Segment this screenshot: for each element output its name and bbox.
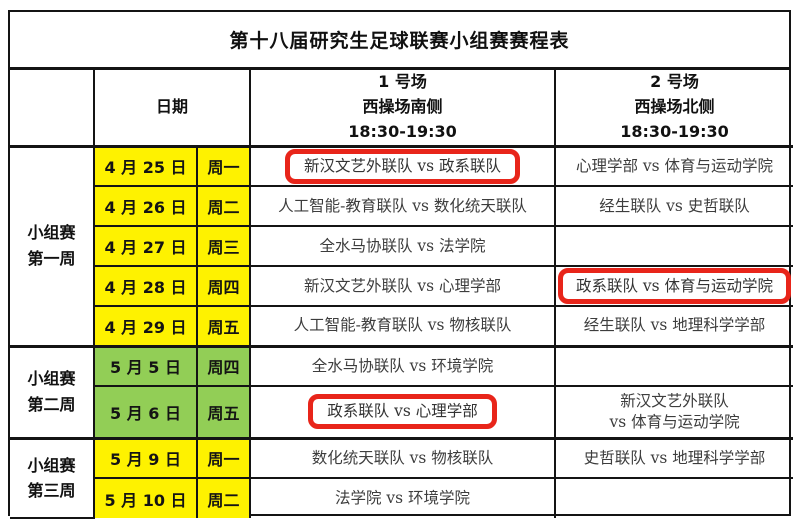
match-cell-field1: 新汉文艺外联队 vs 心理学部 bbox=[249, 265, 557, 307]
match-cell-field1: 全水马协联队 vs 法学院 bbox=[249, 225, 557, 267]
match-text: 经生联队 vs 地理科学学部 bbox=[583, 316, 766, 335]
date-cell: 4 月 26 日 bbox=[94, 185, 198, 227]
match-text: 新汉文艺外联队 vs 体育与运动学院 bbox=[609, 391, 740, 431]
date-cell: 4 月 27 日 bbox=[94, 225, 198, 267]
date-cell: 5 月 5 日 bbox=[93, 344, 198, 387]
weekday-cell: 周三 bbox=[195, 225, 252, 267]
column-header-field1: 1 号场 西操场南侧 18:30-19:30 bbox=[249, 70, 557, 148]
match-text: 政系联队 vs 心理学部 bbox=[308, 394, 497, 430]
match-cell-field1: 全水马协联队 vs 环境学院 bbox=[249, 344, 557, 387]
match-cell-field2: 心理学部 vs 体育与运动学院 bbox=[554, 145, 794, 187]
date-cell: 4 月 28 日 bbox=[94, 265, 198, 307]
schedule-table: 日期 1 号场 西操场南侧 18:30-19:30 2 号场 西操场北侧 18:… bbox=[10, 70, 794, 519]
table-row: 4 月 28 日 周四 新汉文艺外联队 vs 心理学部 政系联队 vs 体育与运… bbox=[10, 265, 794, 307]
week-label-2: 小组赛 第二周 bbox=[10, 344, 95, 439]
match-cell-field2: 史哲联队 vs 地理科学学部 bbox=[554, 436, 794, 479]
schedule-sheet: 第十八届研究生足球联赛小组赛赛程表 日期 1 号场 西操场南侧 18:30-19… bbox=[8, 10, 794, 519]
match-cell-field2 bbox=[554, 225, 794, 267]
match-text: 史哲联队 vs 地理科学学部 bbox=[583, 448, 766, 467]
weekday-cell: 周五 bbox=[195, 385, 252, 439]
match-text: 人工智能-教育联队 vs 物核联队 bbox=[293, 316, 512, 335]
match-cell-field2 bbox=[554, 477, 794, 518]
match-cell-field2: 新汉文艺外联队 vs 体育与运动学院 bbox=[554, 385, 794, 439]
match-cell-field1: 人工智能-教育联队 vs 物核联队 bbox=[249, 305, 557, 347]
table-row: 5 月 10 日 周二 法学院 vs 环境学院 bbox=[10, 477, 794, 518]
date-cell: 5 月 6 日 bbox=[94, 385, 198, 439]
match-text: 数化统天联队 vs 物核联队 bbox=[311, 448, 494, 467]
table-row: 小组赛 第二周 5 月 5 日 周四 全水马协联队 vs 环境学院 bbox=[10, 344, 794, 439]
match-cell-field1: 政系联队 vs 心理学部 bbox=[249, 385, 557, 439]
table-row: 4 月 26 日 周二 人工智能-教育联队 vs 数化统天联队 经生联队 vs … bbox=[10, 185, 794, 227]
match-cell-field1: 新汉文艺外联队 vs 政系联队 bbox=[249, 145, 557, 187]
week-label-3: 小组赛 第三周 bbox=[10, 436, 95, 519]
match-cell-field2 bbox=[554, 344, 794, 387]
match-cell-field1: 法学院 vs 环境学院 bbox=[249, 477, 557, 518]
column-header-date: 日期 bbox=[92, 70, 252, 148]
table-row: 4 月 27 日 周三 全水马协联队 vs 法学院 bbox=[10, 225, 794, 267]
weekday-cell: 周二 bbox=[195, 477, 252, 518]
match-text: 政系联队 vs 体育与运动学院 bbox=[558, 268, 792, 304]
match-text: 全水马协联队 vs 法学院 bbox=[319, 236, 486, 255]
match-cell-field2: 经生联队 vs 史哲联队 bbox=[554, 185, 794, 227]
date-cell: 5 月 9 日 bbox=[93, 436, 198, 479]
weekday-cell: 周一 bbox=[195, 436, 252, 479]
page-title: 第十八届研究生足球联赛小组赛赛程表 bbox=[10, 12, 789, 70]
header-row: 日期 1 号场 西操场南侧 18:30-19:30 2 号场 西操场北侧 18:… bbox=[10, 70, 794, 148]
table-row: 小组赛 第一周 4 月 25 日 周一 新汉文艺外联队 vs 政系联队 心理学部… bbox=[10, 145, 794, 347]
column-header-field2: 2 号场 西操场北侧 18:30-19:30 bbox=[554, 70, 794, 148]
match-text: 法学院 vs 环境学院 bbox=[334, 489, 471, 508]
date-cell: 5 月 10 日 bbox=[94, 477, 198, 518]
table-row: 5 月 6 日 周五 政系联队 vs 心理学部 新汉文艺外联队 vs 体育与运动… bbox=[10, 385, 794, 439]
weekday-cell: 周五 bbox=[195, 305, 252, 347]
match-text: 心理学部 vs 体育与运动学院 bbox=[575, 156, 774, 175]
table-row: 小组赛 第三周 5 月 9 日 周一 数化统天联队 vs 物核联队 史哲联队 v… bbox=[10, 436, 794, 519]
weekday-cell: 周四 bbox=[195, 265, 252, 307]
match-cell-field1: 人工智能-教育联队 vs 数化统天联队 bbox=[249, 185, 557, 227]
weekday-cell: 周二 bbox=[195, 185, 252, 227]
match-cell-field2: 经生联队 vs 地理科学学部 bbox=[554, 305, 794, 347]
match-cell-field2: 政系联队 vs 体育与运动学院 bbox=[554, 265, 794, 307]
match-text: 经生联队 vs 史哲联队 bbox=[599, 196, 750, 215]
match-text: 新汉文艺外联队 vs 心理学部 bbox=[303, 276, 502, 295]
week-label-1: 小组赛 第一周 bbox=[10, 145, 95, 347]
match-cell-field1: 数化统天联队 vs 物核联队 bbox=[249, 436, 557, 479]
date-cell: 4 月 25 日 bbox=[93, 145, 198, 187]
header-week-cell bbox=[10, 70, 95, 148]
date-cell: 4 月 29 日 bbox=[94, 305, 198, 347]
table-row: 4 月 29 日 周五 人工智能-教育联队 vs 物核联队 经生联队 vs 地理… bbox=[10, 305, 794, 347]
match-text: 人工智能-教育联队 vs 数化统天联队 bbox=[278, 196, 527, 215]
match-text: 新汉文艺外联队 vs 政系联队 bbox=[284, 148, 521, 184]
weekday-cell: 周一 bbox=[195, 145, 252, 187]
match-text: 全水马协联队 vs 环境学院 bbox=[311, 356, 494, 375]
weekday-cell: 周四 bbox=[195, 344, 252, 387]
